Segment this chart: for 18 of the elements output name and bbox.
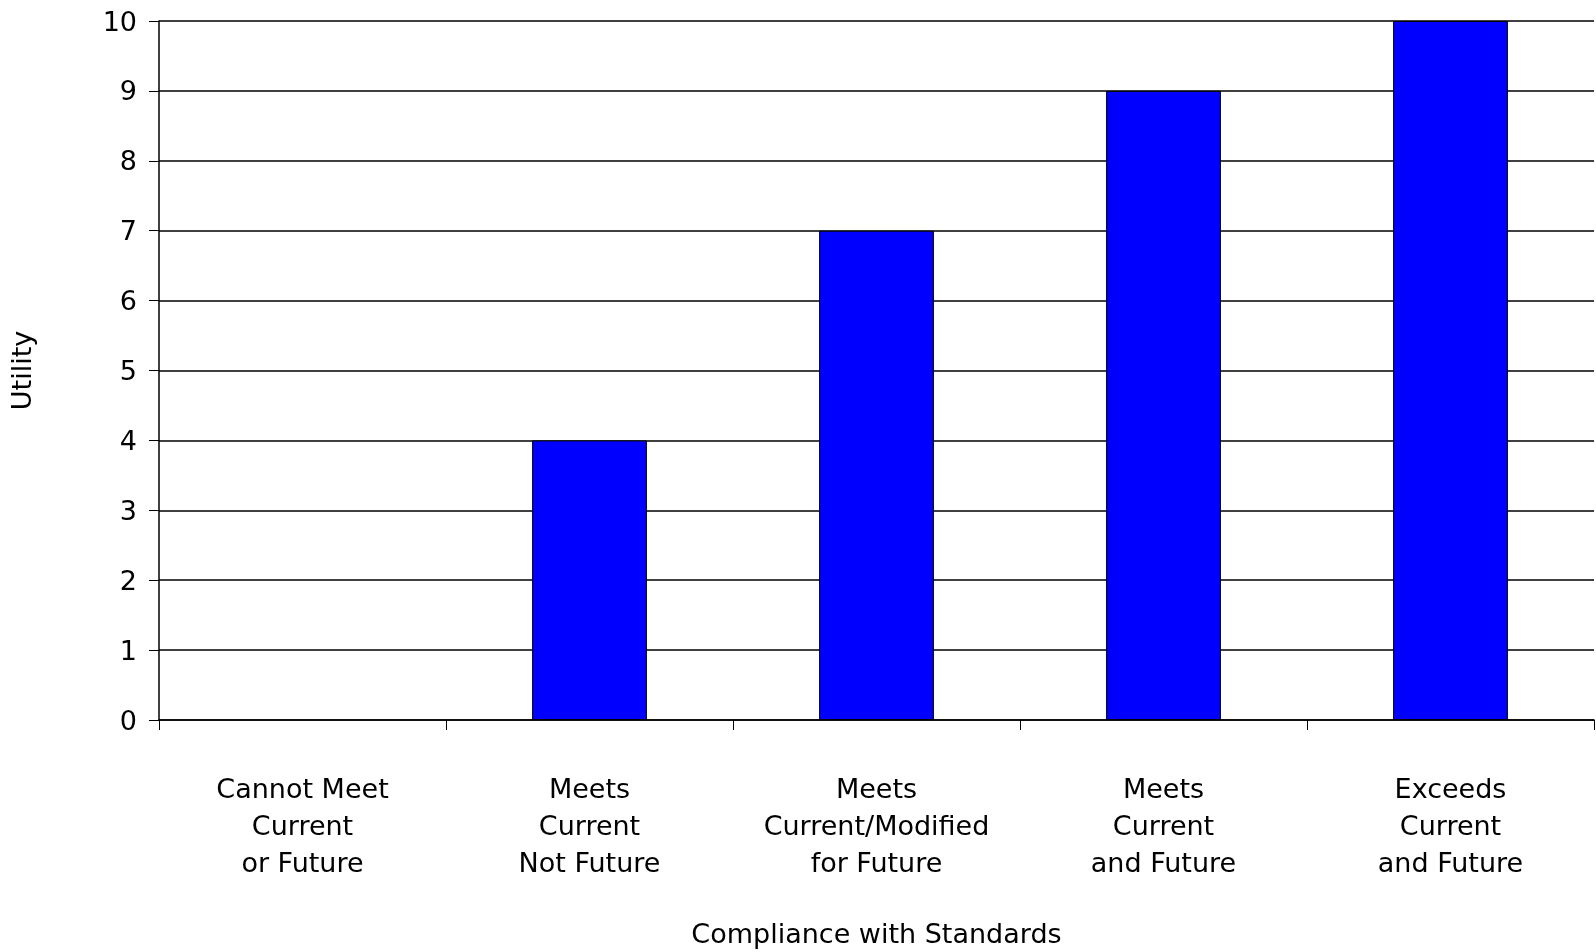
y-tick-label: 10 [102, 5, 137, 37]
y-tick-label: 5 [119, 355, 137, 386]
y-tick-label: 2 [119, 564, 137, 596]
y-axis-title: Utility [6, 330, 37, 411]
y-tick-label: 8 [119, 145, 137, 177]
x-tick-label: Meets Current and Future [1090, 773, 1237, 878]
x-tick-label: Cannot Meet Current or Future [216, 773, 389, 878]
x-tick-label: Meets Current/Modified for Future [763, 773, 990, 878]
y-tick-label: 4 [119, 424, 137, 456]
y-tick-label: 1 [119, 634, 137, 666]
y-tick-label: 9 [119, 75, 137, 107]
x-tick-label: Exceeds Current and Future [1377, 773, 1524, 878]
y-tick-label: 3 [119, 494, 137, 526]
y-tick-label: 6 [119, 285, 137, 317]
y-tick-label: 7 [119, 215, 137, 247]
x-tick-label: Meets Current Not Future [518, 773, 661, 878]
x-axis-title: Compliance with Standards [691, 918, 1062, 949]
y-tick-label: 0 [119, 704, 137, 736]
